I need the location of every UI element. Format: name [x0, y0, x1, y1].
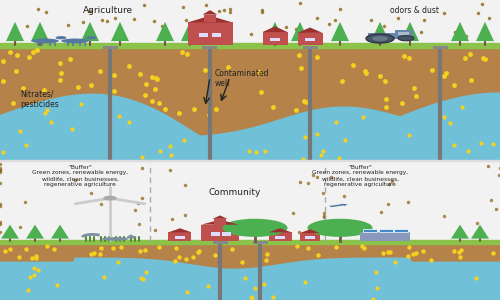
- Polygon shape: [291, 22, 309, 41]
- Circle shape: [104, 196, 116, 200]
- Bar: [432, 46, 448, 49]
- Bar: [300, 233, 320, 242]
- Bar: [362, 229, 376, 232]
- Bar: [188, 22, 232, 45]
- Bar: [395, 31, 412, 36]
- Polygon shape: [51, 225, 69, 238]
- Polygon shape: [1, 225, 19, 238]
- Polygon shape: [6, 22, 24, 41]
- Bar: [198, 33, 207, 37]
- Polygon shape: [476, 22, 494, 41]
- Circle shape: [308, 219, 372, 237]
- Bar: [305, 236, 315, 239]
- Bar: [302, 46, 318, 49]
- Polygon shape: [371, 22, 389, 41]
- Text: Contaminated
well: Contaminated well: [215, 69, 270, 88]
- Bar: [201, 225, 239, 242]
- Circle shape: [372, 36, 388, 41]
- Circle shape: [222, 219, 288, 237]
- Polygon shape: [202, 10, 218, 15]
- Ellipse shape: [126, 236, 136, 239]
- Polygon shape: [268, 228, 291, 232]
- Bar: [252, 241, 268, 244]
- Ellipse shape: [86, 36, 96, 39]
- Bar: [210, 232, 220, 236]
- Bar: [168, 232, 192, 242]
- FancyArrow shape: [329, 204, 348, 207]
- Bar: [175, 236, 185, 239]
- Bar: [305, 38, 315, 41]
- Bar: [262, 32, 287, 45]
- Bar: [378, 229, 392, 232]
- Polygon shape: [168, 228, 192, 232]
- Polygon shape: [188, 16, 232, 22]
- Ellipse shape: [31, 38, 59, 43]
- Polygon shape: [451, 225, 469, 238]
- Polygon shape: [212, 215, 228, 219]
- Polygon shape: [451, 22, 469, 41]
- Bar: [360, 232, 410, 242]
- Polygon shape: [298, 28, 322, 33]
- Ellipse shape: [101, 237, 129, 241]
- Polygon shape: [128, 234, 134, 236]
- Polygon shape: [81, 22, 99, 41]
- Text: Nitrates/
pesticides: Nitrates/ pesticides: [20, 90, 59, 109]
- Bar: [298, 33, 322, 45]
- Text: odors & dust: odors & dust: [390, 6, 439, 15]
- Bar: [394, 229, 408, 232]
- Polygon shape: [266, 22, 284, 41]
- Polygon shape: [300, 229, 320, 233]
- Text: "Buffer"
Green zones, renewable energy,
wildlife, clean businesses,
regenerative: "Buffer" Green zones, renewable energy, …: [312, 165, 408, 187]
- Circle shape: [366, 34, 394, 43]
- Polygon shape: [201, 220, 239, 225]
- Text: "Buffer"
Green zones, renewable energy,
wildlife, clean businesses,
regenerative: "Buffer" Green zones, renewable energy, …: [32, 165, 128, 187]
- Ellipse shape: [61, 38, 89, 43]
- Bar: [212, 33, 221, 37]
- Polygon shape: [181, 22, 199, 41]
- Bar: [202, 46, 218, 49]
- Circle shape: [398, 36, 414, 41]
- Polygon shape: [111, 22, 129, 41]
- Polygon shape: [262, 26, 287, 32]
- Bar: [222, 232, 231, 236]
- Bar: [268, 232, 291, 242]
- Polygon shape: [331, 22, 349, 41]
- Bar: [368, 33, 408, 39]
- Polygon shape: [401, 22, 419, 41]
- Ellipse shape: [56, 36, 66, 39]
- Bar: [102, 46, 118, 49]
- Bar: [204, 15, 216, 22]
- Polygon shape: [26, 225, 44, 238]
- Bar: [275, 236, 285, 239]
- Bar: [270, 38, 280, 41]
- Polygon shape: [31, 22, 49, 41]
- Text: Agriculture: Agriculture: [82, 6, 132, 15]
- Polygon shape: [471, 225, 489, 238]
- Bar: [212, 241, 228, 244]
- Bar: [398, 32, 408, 35]
- Text: Community: Community: [209, 188, 261, 197]
- Bar: [214, 219, 226, 225]
- Polygon shape: [156, 22, 174, 41]
